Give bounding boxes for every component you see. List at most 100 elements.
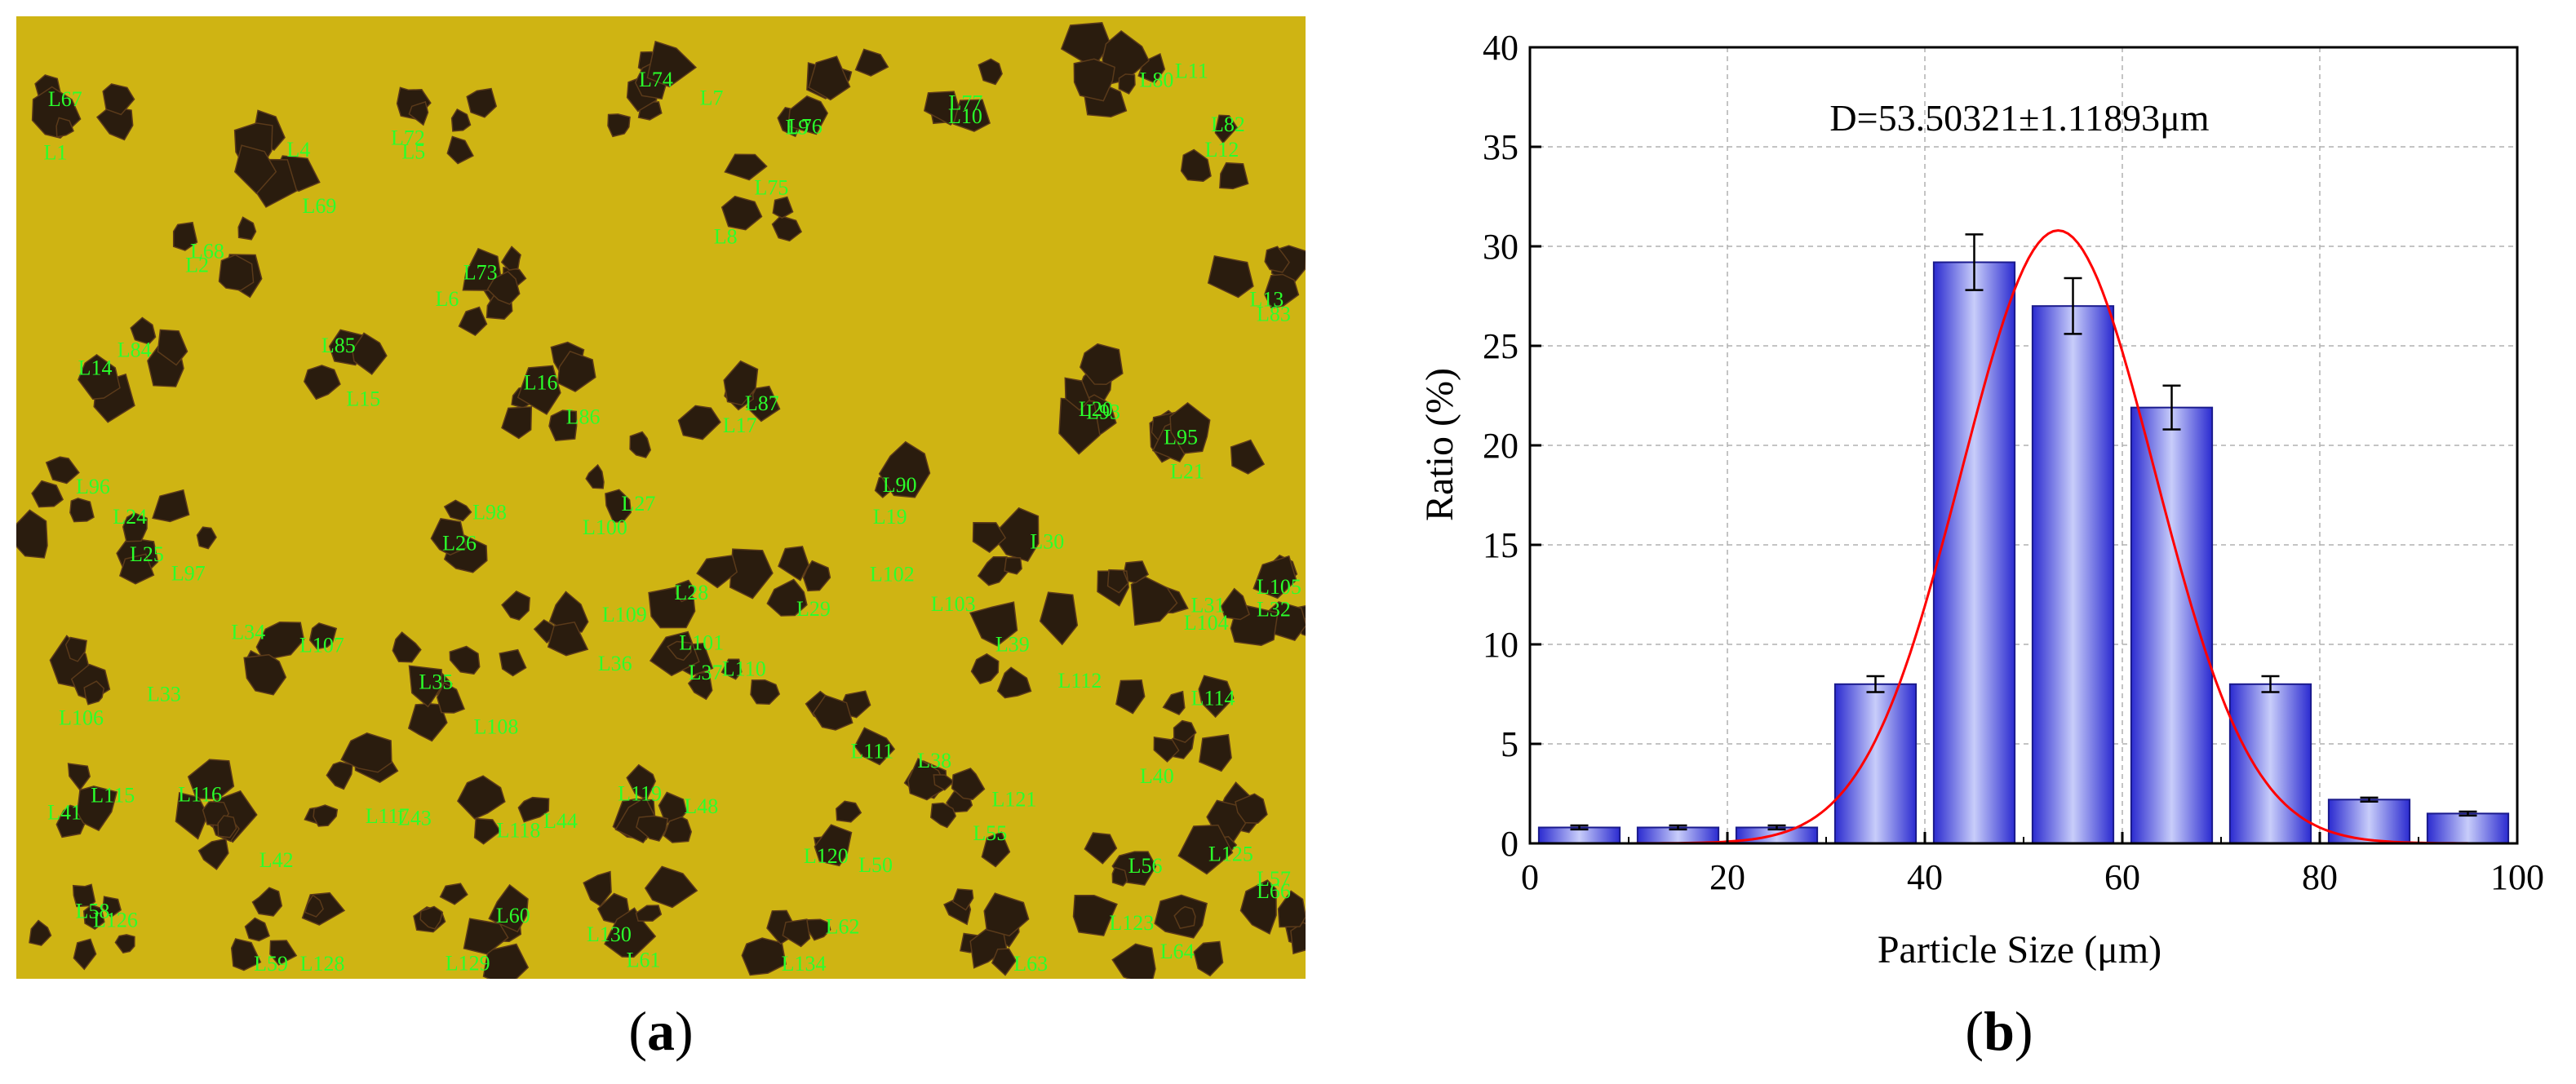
particle [31, 480, 64, 508]
particle [1219, 161, 1249, 190]
bar [2426, 812, 2510, 845]
particle-label: L36 [598, 652, 632, 675]
particle [1235, 793, 1268, 824]
particle [772, 196, 794, 219]
bar-series [1537, 261, 2510, 845]
particle [675, 579, 695, 603]
particle [82, 904, 105, 930]
particle [720, 658, 743, 680]
particle [1169, 401, 1211, 454]
particle [72, 883, 96, 908]
particle-label: L6 [436, 287, 459, 311]
particle [102, 896, 122, 918]
particle [696, 555, 738, 589]
particle-label: L123 [1109, 911, 1154, 935]
particle [64, 636, 87, 662]
particle [996, 666, 1032, 699]
particle [1198, 675, 1235, 719]
particle [196, 526, 217, 550]
particle [1221, 587, 1251, 621]
particle [466, 87, 498, 118]
particle-label: L72 [391, 126, 425, 150]
particle [439, 883, 468, 905]
particle [1111, 943, 1156, 979]
particle-label: L64 [1160, 940, 1195, 963]
particle [548, 409, 578, 441]
particle-label: L86 [566, 405, 601, 428]
particle-label: L12 [1205, 138, 1239, 161]
y-tick-label: 20 [1483, 426, 1519, 466]
particle-label: L120 [804, 844, 849, 868]
particle [1079, 343, 1124, 385]
y-tick-label: 35 [1483, 127, 1519, 167]
particle-label: L85 [321, 334, 356, 357]
particle-label: L5 [401, 139, 425, 163]
particle-label: L25 [130, 542, 164, 566]
particle [269, 940, 298, 966]
particle-label: L20 [1079, 397, 1113, 421]
error-bar [1669, 824, 1687, 831]
particle [1058, 397, 1101, 455]
particle-label: L60 [496, 904, 530, 927]
particle-label: L32 [1257, 598, 1291, 622]
particle-label: L67 [48, 87, 82, 111]
particle [255, 622, 305, 661]
particle [446, 135, 474, 165]
particle [1073, 58, 1115, 102]
particle [978, 58, 1003, 86]
error-bar [2162, 384, 2181, 431]
particle-label: L59 [254, 952, 288, 976]
particle [430, 517, 468, 556]
particle [122, 512, 148, 542]
particle [644, 865, 698, 909]
particle [517, 796, 550, 823]
particle-label: L134 [782, 952, 827, 976]
particle [456, 775, 506, 820]
particle [304, 894, 324, 918]
particle [808, 55, 851, 101]
particle [408, 665, 443, 708]
particle-label: L100 [583, 515, 627, 539]
particle [486, 270, 521, 305]
particle [449, 645, 481, 675]
y-tick-label: 0 [1501, 824, 1519, 864]
particle [1173, 905, 1196, 929]
particle [802, 560, 831, 592]
particle [1290, 922, 1306, 955]
particle [218, 254, 255, 291]
particle [157, 329, 188, 366]
particle [501, 590, 530, 621]
bar [2228, 683, 2312, 844]
particle-label: L105 [1257, 575, 1301, 599]
particle [500, 246, 521, 271]
particle [233, 144, 277, 195]
particle [952, 99, 991, 132]
particle [723, 360, 759, 406]
particle [969, 601, 1018, 647]
particle [313, 804, 339, 827]
particle [1084, 832, 1118, 865]
particle [217, 815, 237, 838]
particle-label: L75 [754, 175, 788, 199]
particle-label: L115 [91, 784, 135, 807]
bar [2031, 305, 2115, 844]
error-bars [1570, 233, 2477, 831]
particle [55, 117, 74, 138]
particle [463, 918, 509, 955]
particle [663, 816, 692, 843]
error-bar [1767, 824, 1786, 831]
particle [1239, 879, 1277, 935]
particle [1180, 148, 1212, 182]
y-tick-label: 40 [1483, 28, 1519, 68]
particle-label: L31 [1190, 593, 1225, 617]
particle [636, 815, 669, 842]
particle-label: L48 [684, 794, 718, 818]
particle-label: L90 [883, 473, 917, 497]
particle-label: L35 [419, 670, 453, 694]
particle [854, 48, 889, 77]
particle [1162, 690, 1186, 716]
particle [666, 640, 692, 661]
particle [16, 509, 48, 559]
bar [1932, 261, 2016, 844]
particle [878, 440, 931, 498]
